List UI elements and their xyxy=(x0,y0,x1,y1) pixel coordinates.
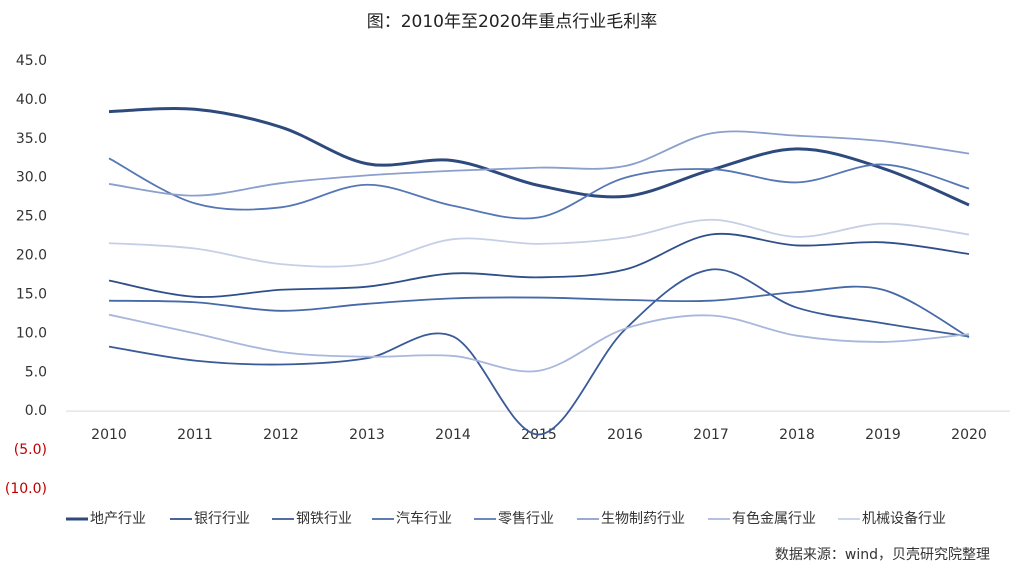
x-tick-label: 2013 xyxy=(349,427,385,443)
series-line xyxy=(108,268,970,436)
series-line xyxy=(108,285,970,339)
x-tick-label: 2017 xyxy=(693,427,729,443)
y-tick-label: 45.0 xyxy=(16,53,47,69)
y-tick-label: 15.0 xyxy=(16,286,47,302)
y-tick-label: (5.0) xyxy=(14,442,47,458)
legend-label: 银行行业 xyxy=(194,511,250,527)
y-tick-label: (10.0) xyxy=(5,481,47,497)
series-line xyxy=(108,130,970,197)
legend-label: 有色金属行业 xyxy=(732,510,816,527)
chart-title: 图：2010年至2020年重点行业毛利率 xyxy=(367,12,658,32)
x-tick-label: 2012 xyxy=(263,427,299,443)
series-line xyxy=(108,157,970,220)
y-tick-label: 20.0 xyxy=(16,248,47,264)
x-tick-label: 2014 xyxy=(435,427,471,443)
legend-label: 零售行业 xyxy=(498,511,554,527)
series-line xyxy=(108,313,970,373)
x-tick-label: 2010 xyxy=(91,427,127,443)
series-line xyxy=(108,232,970,298)
x-tick-label: 2011 xyxy=(177,427,213,443)
x-tick-label: 2020 xyxy=(951,427,987,443)
y-tick-label: 30.0 xyxy=(16,170,47,186)
source-note: 数据来源：wind，贝壳研究院整理 xyxy=(775,546,990,563)
legend-label: 钢铁行业 xyxy=(296,511,352,527)
y-tick-label: 35.0 xyxy=(16,131,47,147)
x-tick-label: 2018 xyxy=(779,427,815,443)
legend-label: 机械设备行业 xyxy=(862,510,946,527)
x-tick-label: 2016 xyxy=(607,427,643,443)
y-tick-label: 10.0 xyxy=(16,325,47,341)
series-line xyxy=(108,218,970,268)
legend-label: 地产行业 xyxy=(90,511,146,527)
y-tick-label: 40.0 xyxy=(16,92,47,108)
y-tick-label: 5.0 xyxy=(25,364,47,380)
y-tick-label: 25.0 xyxy=(16,209,47,225)
y-tick-label: 0.0 xyxy=(25,403,47,419)
legend-label: 汽车行业 xyxy=(396,510,452,527)
series-line xyxy=(108,106,970,207)
x-tick-label: 2019 xyxy=(865,427,901,443)
legend-label: 生物制药行业 xyxy=(601,511,685,527)
